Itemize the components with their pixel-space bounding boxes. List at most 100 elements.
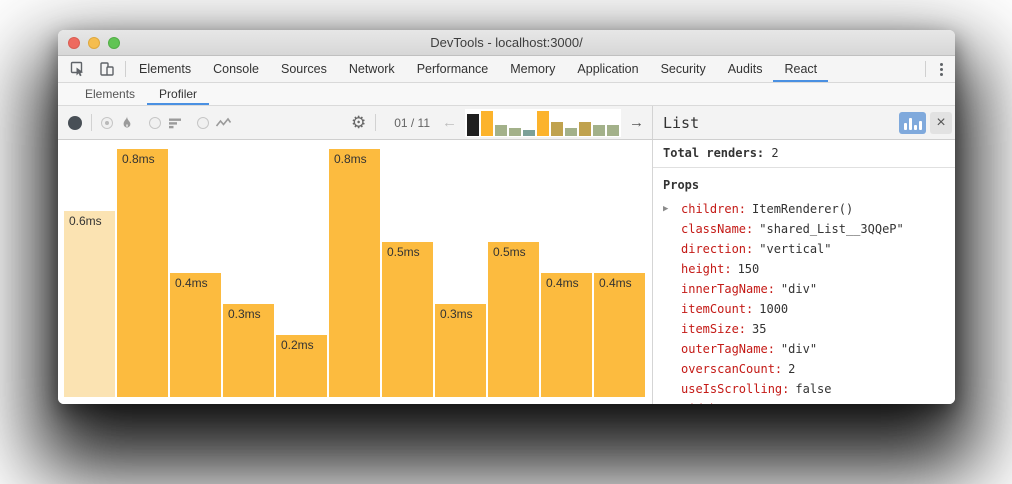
prop-value: 300 (730, 399, 752, 404)
interactions-radio[interactable] (197, 116, 209, 129)
commit-snapshot-7[interactable] (551, 121, 563, 136)
commit-snapshot-3[interactable] (495, 124, 507, 136)
ranked-radio[interactable] (149, 116, 161, 129)
commit-snapshot-1-selected[interactable] (467, 113, 479, 136)
interactions-option[interactable] (197, 115, 232, 131)
flame-bar-4[interactable]: 0.3ms (223, 304, 274, 397)
zoom-window-button[interactable] (108, 37, 120, 49)
flame-bar-10[interactable]: 0.4ms (541, 273, 592, 397)
expand-triangle-icon[interactable]: ▶ (663, 204, 669, 214)
prop-key: height: (681, 262, 732, 276)
prop-indent (663, 379, 681, 399)
prop-row-itemCount: itemCount: 1000 (663, 299, 955, 319)
commit-snapshot-11[interactable] (607, 124, 619, 136)
prop-row-height: height: 150 (663, 259, 955, 279)
flame-bar-11[interactable]: 0.4ms (594, 273, 645, 397)
tab-audits[interactable]: Audits (727, 62, 763, 76)
flame-bar-6[interactable]: 0.8ms (329, 149, 380, 397)
prop-indent (663, 319, 681, 339)
inspect-element-icon[interactable] (70, 61, 86, 77)
minimize-window-button[interactable] (88, 37, 100, 49)
prop-row-className: className: "shared_List__3QQeP" (663, 219, 955, 239)
prop-key: itemSize: (681, 322, 747, 336)
next-commit-arrow[interactable]: → (629, 114, 644, 131)
more-menu-icon[interactable] (934, 62, 949, 76)
flame-bar-3[interactable]: 0.4ms (170, 273, 221, 397)
prop-indent (663, 259, 681, 279)
interactions-chart-icon (215, 117, 232, 126)
total-renders-row: Total renders: 2 (653, 140, 955, 168)
prop-indent (663, 299, 681, 319)
prop-value: ItemRenderer() (752, 202, 854, 216)
tab-sources[interactable]: Sources (280, 62, 327, 76)
commit-pagination: 01 / 11 (394, 115, 430, 130)
commit-snapshot-9[interactable] (579, 121, 591, 136)
flame-bar-label: 0.5ms (493, 245, 526, 259)
flame-bar-label: 0.4ms (546, 276, 579, 290)
prop-key: outerTagName: (681, 342, 775, 356)
prop-key: direction: (681, 242, 754, 256)
prop-row-direction: direction: "vertical" (663, 239, 955, 259)
record-button[interactable] (68, 115, 82, 130)
flame-bar-label: 0.3ms (228, 307, 261, 321)
commit-snapshot-6[interactable] (537, 110, 549, 136)
total-renders-label: Total renders: (663, 146, 765, 160)
tab-elements[interactable]: Elements (139, 62, 192, 76)
subtab-profiler[interactable]: Profiler (147, 83, 209, 105)
flame-bar-7[interactable]: 0.5ms (382, 242, 433, 397)
close-window-button[interactable] (68, 37, 80, 49)
prop-value: 2 (788, 362, 796, 376)
settings-gear-icon[interactable]: ⚙ (350, 113, 367, 132)
main-tabbar: Elements Console Sources Network Performance… (58, 56, 955, 83)
flame-bar-8[interactable]: 0.3ms (435, 304, 486, 397)
flame-bar-label: 0.2ms (281, 338, 314, 352)
subtab-elements[interactable]: Elements (85, 87, 136, 101)
prop-key: className: (681, 222, 754, 236)
prop-indent (663, 279, 681, 299)
prop-row-useIsScrolling: useIsScrolling: false (663, 379, 955, 399)
flame-bar-5[interactable]: 0.2ms (276, 335, 327, 397)
commit-snapshot-10[interactable] (593, 124, 605, 136)
tab-network[interactable]: Network (348, 62, 395, 76)
flame-bar-9[interactable]: 0.5ms (488, 242, 539, 397)
ranked-chart-icon (169, 118, 181, 128)
tab-performance[interactable]: Performance (416, 62, 489, 76)
ranked-option[interactable] (149, 115, 183, 131)
flame-bar-1[interactable]: 0.6ms (64, 211, 115, 397)
traffic-lights (68, 37, 120, 49)
commit-snapshot-strip (465, 108, 621, 137)
tab-memory[interactable]: Memory (510, 62, 556, 76)
commit-snapshot-4[interactable] (509, 127, 521, 136)
prop-row-overscanCount: overscanCount: 2 (663, 359, 955, 379)
titlebar: DevTools - localhost:3000/ (58, 30, 955, 56)
flamegraph-option[interactable] (101, 115, 135, 131)
prop-indent (663, 399, 681, 404)
selected-component-header: List × (653, 106, 955, 139)
close-panel-button[interactable]: × (930, 111, 952, 134)
prop-row-width: width: 300 (663, 399, 955, 404)
main-tabs: Elements Console Sources Network Performance… (128, 56, 828, 82)
flame-bar-label: 0.4ms (599, 276, 632, 290)
tab-security[interactable]: Security (660, 62, 706, 76)
tab-react[interactable]: React (773, 56, 828, 82)
tab-console[interactable]: Console (213, 62, 259, 76)
commit-snapshot-5[interactable] (523, 129, 535, 136)
flamegraph-radio[interactable] (101, 116, 113, 129)
prop-value: "vertical" (759, 242, 832, 256)
component-details-panel: Total renders: 2 Props ▶ children: ItemRen… (653, 140, 955, 404)
device-toolbar-icon[interactable] (99, 61, 115, 77)
previous-commit-arrow[interactable]: ← (442, 114, 457, 131)
prop-row-itemSize: itemSize: 35 (663, 319, 955, 339)
prop-indent (663, 219, 681, 239)
commit-snapshot-8[interactable] (565, 127, 577, 136)
flame-bar-2[interactable]: 0.8ms (117, 149, 168, 397)
commit-snapshot-2[interactable] (481, 110, 493, 136)
flame-bar-label: 0.8ms (122, 152, 155, 166)
view-chart-button[interactable] (899, 111, 926, 134)
total-renders-value: 2 (771, 146, 779, 160)
prop-value: 150 (737, 262, 760, 276)
tab-application[interactable]: Application (577, 62, 639, 76)
flame-bar-label: 0.3ms (440, 307, 473, 321)
panel-buttons: × (899, 111, 952, 134)
